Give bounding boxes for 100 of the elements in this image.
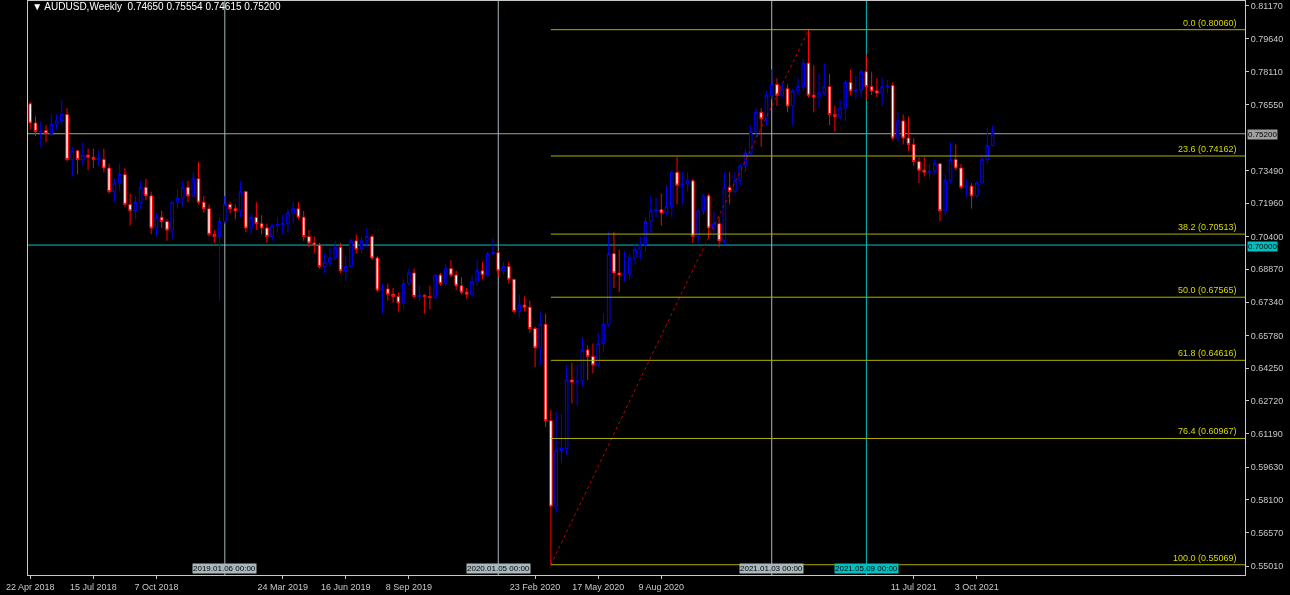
y-tick-label: 0.71960 <box>1250 198 1284 209</box>
candlestick <box>806 29 811 98</box>
candlestick <box>70 146 75 178</box>
y-tick-label: 0.62720 <box>1250 396 1284 407</box>
candlestick <box>601 313 606 353</box>
candlestick <box>712 210 716 240</box>
candlestick <box>717 216 721 248</box>
y-tick-label: 0.76550 <box>1250 99 1284 110</box>
series-label: 0.0 (0.80060) <box>1183 18 1237 28</box>
candlestick <box>759 107 763 148</box>
candlestick <box>296 201 301 220</box>
candlestick <box>964 178 969 199</box>
candlestick <box>459 276 464 295</box>
candlestick <box>65 107 69 163</box>
y-tick-label: 0.59630 <box>1250 462 1284 473</box>
candlestick <box>769 69 774 100</box>
candlestick <box>75 150 80 175</box>
candlestick <box>380 283 385 315</box>
candlestick <box>196 161 201 205</box>
candlestick <box>564 364 569 456</box>
candlestick <box>775 77 779 107</box>
candlestick <box>417 285 422 302</box>
x-tick-label: 23 Feb 2020 <box>509 581 561 592</box>
ref-line-label: 2021.05.09 00:00 <box>835 564 898 573</box>
candlestick <box>359 236 364 255</box>
candlestick <box>138 180 143 210</box>
series-label: 61.8 (0.64616) <box>1178 348 1237 358</box>
candlestick <box>906 116 911 152</box>
x-tick-label: 3 Oct 2021 <box>954 581 999 592</box>
series-label: 100.0 (0.55069) <box>1173 553 1237 563</box>
candlestick <box>33 116 38 137</box>
candlestick <box>596 332 600 368</box>
y-tick-label: 0.68870 <box>1250 264 1284 275</box>
series-label: 50.0 (0.67565) <box>1178 285 1237 295</box>
candlestick <box>990 125 995 147</box>
candlestick <box>670 169 674 218</box>
candlestick <box>780 81 785 98</box>
candlestick <box>38 120 43 148</box>
y-tick-label: 0.79640 <box>1250 33 1284 44</box>
candlestick <box>28 101 33 130</box>
candlestick <box>943 173 948 216</box>
candlestick <box>254 201 259 231</box>
candlestick <box>785 84 790 113</box>
candlestick <box>722 171 727 246</box>
candlestick <box>538 310 543 366</box>
x-tick-label: 22 Apr 2018 <box>5 581 55 592</box>
x-tick-label: 16 Jun 2019 <box>321 581 371 592</box>
candlestick <box>496 251 501 278</box>
x-tick-label: 7 Oct 2018 <box>134 581 179 592</box>
candlestick <box>680 171 685 205</box>
candlestick <box>675 156 679 205</box>
chart-title: ▼ AUDUSD,Weekly 0.74650 0.75554 0.74615 0.75200 <box>32 0 281 12</box>
x-tick-label: 11 Jul 2021 <box>890 581 937 592</box>
series-label: 38.2 (0.70513) <box>1178 222 1237 232</box>
y-tick-label: 0.78110 <box>1250 66 1283 77</box>
candlestick <box>480 261 485 280</box>
x-tick-label: 17 May 2020 <box>572 581 625 592</box>
candlestick <box>948 141 953 184</box>
candlestick <box>890 81 895 141</box>
candlestick <box>517 293 522 319</box>
y-tick-label: 0.55010 <box>1250 561 1284 572</box>
candlestick <box>238 180 243 218</box>
candlestick <box>44 124 48 143</box>
series-label: 23.6 (0.74162) <box>1178 144 1237 154</box>
candlestick <box>354 233 359 255</box>
candlestick <box>365 227 369 248</box>
candlestick <box>133 195 138 220</box>
candlestick <box>812 64 816 113</box>
x-tick-label: 24 Mar 2019 <box>257 581 308 592</box>
candlestick <box>49 113 54 137</box>
candlestick <box>896 111 900 143</box>
y-tick-label: 0.58100 <box>1250 495 1284 505</box>
candlestick <box>170 201 175 240</box>
x-tick-label: 9 Aug 2020 <box>638 581 685 592</box>
y-tick-label: 0.64250 <box>1250 363 1284 374</box>
candlestick <box>733 171 737 195</box>
candlestick <box>570 362 574 405</box>
candlestick <box>932 158 937 175</box>
candlestick <box>864 54 869 100</box>
candlestick <box>685 171 690 193</box>
x-tick-label: 15 Jul 2018 <box>70 581 117 592</box>
candlestick <box>464 287 469 300</box>
x-tick-label: 8 Sep 2019 <box>385 581 432 592</box>
candlestick <box>691 178 695 244</box>
candlestick <box>96 150 101 167</box>
candlestick <box>112 178 117 203</box>
ref-line-label: 2020.01.05 00:00 <box>467 564 530 573</box>
ref-line-label: 2019.01.06 00:00 <box>193 564 256 573</box>
candlestick <box>501 261 506 276</box>
candlestick <box>180 180 185 208</box>
candlestick <box>54 113 59 130</box>
candlestick <box>901 113 905 145</box>
y-tick-label: 0.73490 <box>1250 165 1284 176</box>
candlestick <box>848 69 853 96</box>
candlestick <box>244 191 248 233</box>
candlestick <box>438 272 443 287</box>
candlestick <box>191 171 196 199</box>
candlestick <box>175 188 180 210</box>
candlestick <box>622 251 627 282</box>
candlestick <box>443 263 448 287</box>
